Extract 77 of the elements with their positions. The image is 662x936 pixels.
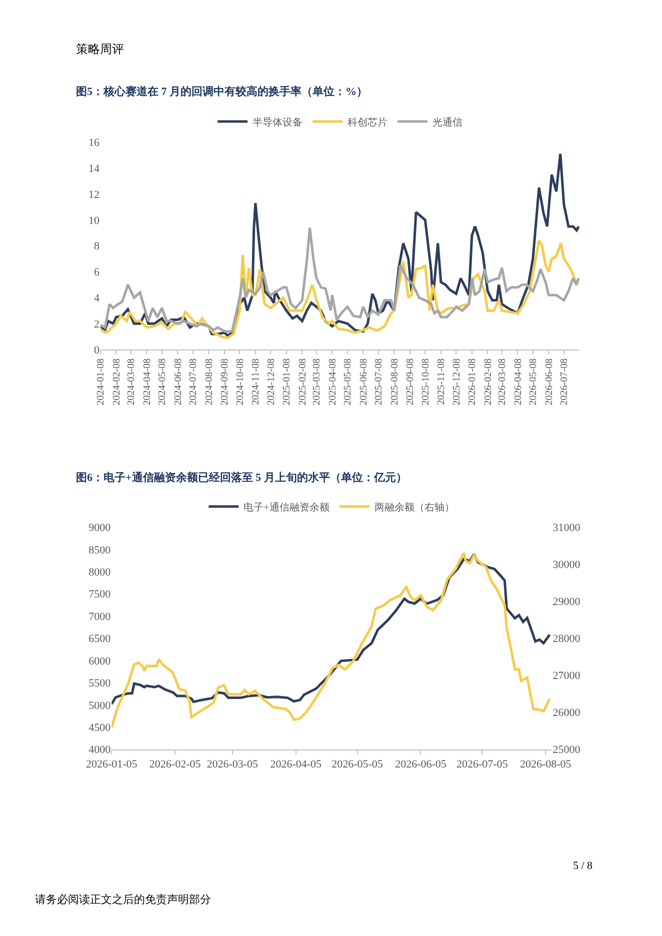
y-tick-label: 12 xyxy=(88,188,100,201)
x-tick-label: 2026-08-05 xyxy=(520,758,572,771)
x-tick-label: 2025-07-08 xyxy=(374,358,385,406)
line-series xyxy=(100,226,580,333)
y-tick-label: 5000 xyxy=(88,700,112,712)
y2-tick-label: 27000 xyxy=(552,670,581,682)
y-tick-label: 6000 xyxy=(88,655,112,668)
y2-tick-label: 29000 xyxy=(552,596,581,608)
x-tick-label: 2024-11-08 xyxy=(250,358,262,405)
x-tick-label: 2024-01-08 xyxy=(96,358,107,406)
y-tick-label: 10 xyxy=(88,214,100,227)
x-tick-label: 2024-03-08 xyxy=(126,358,138,406)
x-tick-label: 2024-10-08 xyxy=(234,358,246,406)
x-tick-label: 2026-07-08 xyxy=(559,358,570,406)
y-tick-label: 8500 xyxy=(88,544,112,556)
y2-tick-label: 25000 xyxy=(552,744,581,756)
y2-tick-label: 26000 xyxy=(552,707,581,720)
x-tick-label: 2024-06-08 xyxy=(172,358,184,406)
y-tick-label: 9000 xyxy=(88,522,112,534)
x-tick-label: 2026-05-05 xyxy=(332,758,384,771)
x-tick-label: 2025-09-08 xyxy=(405,358,416,406)
y2-tick-label: 30000 xyxy=(552,559,581,572)
x-tick-label: 2025-02-08 xyxy=(297,358,308,406)
y-tick-label: 6500 xyxy=(88,633,112,646)
x-tick-label: 2026-03-08 xyxy=(497,358,508,406)
x-tick-label: 2026-04-05 xyxy=(270,758,322,771)
y-tick-label: 16 xyxy=(88,137,100,150)
x-tick-label: 2025-01-08 xyxy=(282,358,293,406)
y2-tick-label: 28000 xyxy=(552,633,581,646)
x-tick-label: 2026-01-08 xyxy=(467,358,478,406)
chart-title: 图5：核心赛道在 7 月的回调中有较高的换手率（单位：%） xyxy=(76,85,368,98)
x-tick-label: 2025-05-08 xyxy=(342,358,354,406)
legend-label: 电子+通信融资余额 xyxy=(244,501,330,514)
y-tick-label: 4 xyxy=(94,292,100,305)
x-tick-label: 2025-03-08 xyxy=(312,358,323,406)
x-tick-label: 2024-05-08 xyxy=(157,358,168,406)
x-tick-label: 2026-06-05 xyxy=(395,758,447,771)
x-tick-label: 2026-04-08 xyxy=(512,358,524,406)
y-tick-label: 7000 xyxy=(88,610,112,623)
y-tick-label: 2 xyxy=(94,318,100,330)
x-tick-label: 2025-12-08 xyxy=(451,358,462,406)
legend-label: 光通信 xyxy=(432,116,463,128)
x-tick-label: 2026-03-05 xyxy=(206,758,259,771)
x-tick-label: 2025-10-08 xyxy=(420,358,432,406)
legend-label: 半导体设备 xyxy=(252,116,303,128)
y-tick-label: 4000 xyxy=(88,744,112,756)
y-tick-label: 5500 xyxy=(88,678,112,690)
y-tick-label: 14 xyxy=(88,162,100,175)
x-tick-label: 2026-02-05 xyxy=(149,758,202,771)
y-tick-label: 6 xyxy=(94,266,100,279)
y-tick-label: 8000 xyxy=(88,566,112,578)
x-tick-label: 2025-06-08 xyxy=(358,358,370,406)
x-tick-label: 2026-01-05 xyxy=(86,758,138,771)
x-tick-label: 2026-06-08 xyxy=(544,358,555,406)
x-tick-label: 2025-04-08 xyxy=(327,358,338,406)
y-tick-label: 8 xyxy=(94,240,100,253)
x-tick-label: 2024-07-08 xyxy=(188,358,200,406)
y2-tick-label: 31000 xyxy=(552,522,581,534)
x-tick-label: 2024-02-08 xyxy=(111,358,122,406)
legend-label: 两融余额（右轴） xyxy=(374,501,454,514)
x-tick-label: 2025-08-08 xyxy=(389,358,400,406)
y-tick-label: 7500 xyxy=(88,588,112,601)
x-tick-label: 2026-02-08 xyxy=(482,358,494,406)
x-tick-label: 2024-12-08 xyxy=(266,358,277,406)
text: 请务必阅读正文之后的免责声明部分 xyxy=(35,893,211,906)
y-tick-label: 4500 xyxy=(88,722,112,734)
chart-title: 图6：电子+通信融资余额已经回落至 5 月上旬的水平（单位：亿元） xyxy=(76,471,407,484)
x-tick-label: 2026-07-05 xyxy=(456,758,508,771)
x-tick-label: 2024-09-08 xyxy=(220,358,231,406)
text: 策略周评 xyxy=(76,42,124,56)
x-tick-label: 2024-08-08 xyxy=(204,358,215,406)
y-tick-label: 0 xyxy=(94,344,100,356)
legend-label: 科创芯片 xyxy=(348,116,388,128)
x-tick-label: 2024-04-08 xyxy=(142,358,153,406)
x-tick-label: 2025-11-08 xyxy=(436,358,448,405)
text: 5 / 8 xyxy=(573,860,594,872)
x-tick-label: 2026-05-08 xyxy=(528,358,540,406)
